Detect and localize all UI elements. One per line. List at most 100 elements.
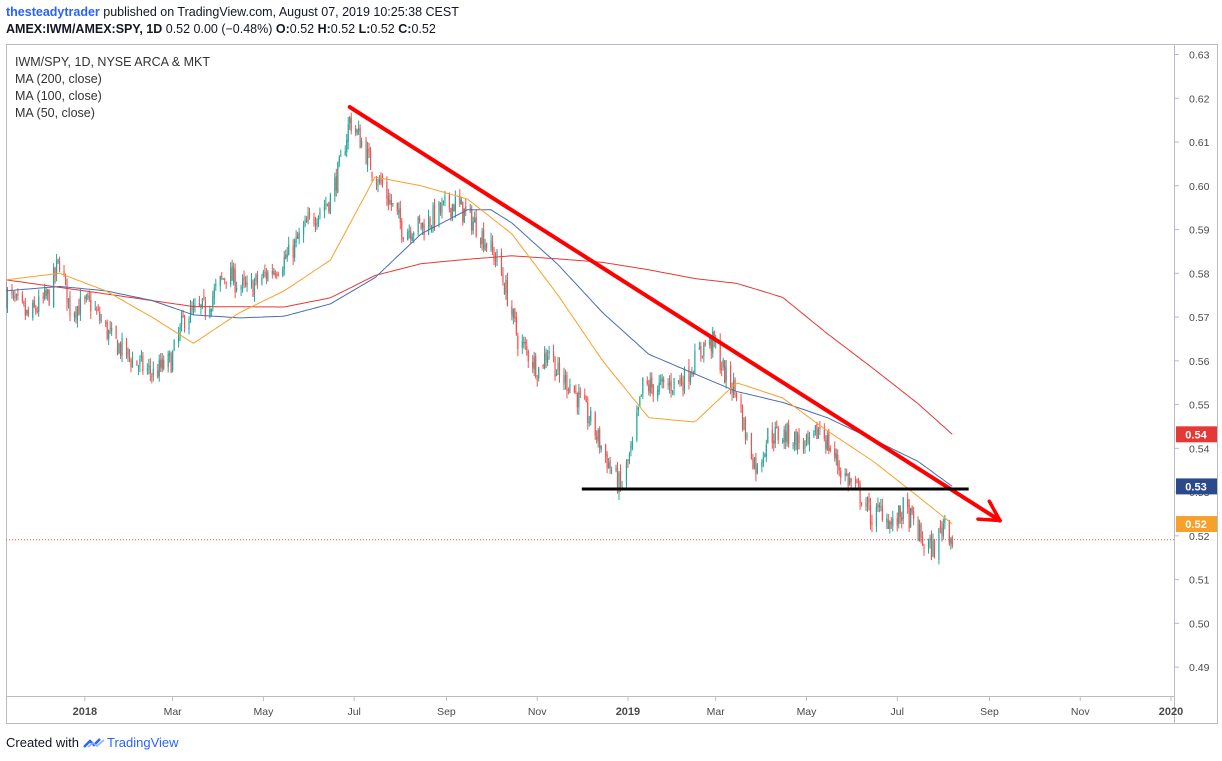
candles [6, 112, 953, 565]
candle-body [944, 518, 946, 524]
candle-body [490, 239, 492, 251]
candle-body [96, 310, 98, 312]
candle-body [896, 518, 898, 526]
price-label-ma50: 0.52 [1185, 519, 1206, 531]
candle-body [680, 378, 683, 385]
candle-body [746, 434, 748, 439]
candle-body [356, 129, 358, 135]
candle-body [264, 271, 266, 274]
candle-body [36, 311, 38, 313]
candle-body [828, 433, 830, 451]
candle-body [267, 271, 269, 281]
candle-body [610, 470, 613, 472]
candle-body [703, 342, 705, 356]
candle-body [849, 478, 851, 485]
tradingview-brand[interactable]: TradingView [106, 735, 179, 750]
candle-body [619, 470, 622, 485]
candle-body [378, 176, 381, 183]
candle-body [402, 237, 404, 240]
candle-body [307, 214, 309, 222]
candle-body [786, 423, 788, 443]
candle-body [451, 204, 453, 218]
candle-body [282, 269, 284, 276]
candle-body [814, 425, 817, 432]
candle-body [625, 462, 628, 484]
candle-body [42, 296, 44, 299]
candle-body [826, 435, 828, 450]
candle-body [752, 458, 754, 469]
candle-body [929, 537, 931, 543]
candle-body [694, 350, 696, 375]
candle-body [890, 522, 892, 525]
candle-body [219, 276, 221, 287]
candle-body [346, 139, 348, 152]
candle-body [210, 309, 212, 312]
candle-body [631, 441, 634, 448]
candle-body [542, 364, 544, 368]
candle-body [567, 389, 570, 391]
y-tick-label: 0.59 [1189, 225, 1210, 237]
candle-body [420, 222, 422, 229]
candle-body [161, 358, 163, 369]
candle-body [743, 418, 745, 431]
candle-body [907, 498, 909, 507]
candle-body [244, 281, 247, 285]
candle-body [48, 290, 50, 306]
candle-body [917, 519, 919, 541]
candle-body [941, 527, 943, 534]
candle-body [948, 520, 950, 544]
candle-body [253, 282, 256, 296]
candle-body [795, 430, 797, 451]
candle-body [679, 378, 681, 384]
candle-body [854, 479, 857, 484]
candle-body [730, 365, 732, 388]
candle-body [125, 338, 128, 358]
change-text: 0.52 0.00 (−0.48%) [162, 22, 276, 36]
candle-body [950, 538, 952, 544]
x-tick-label: 2019 [616, 706, 640, 718]
candle-body [701, 355, 703, 358]
candle-body [628, 454, 631, 461]
candle-body [240, 286, 242, 290]
candle-body [58, 261, 61, 271]
candle-body [179, 325, 181, 336]
candle-body [648, 384, 650, 392]
candle-body [651, 377, 653, 388]
publish-header: thesteadytrader published on TradingView… [6, 4, 459, 38]
candle-body [939, 525, 941, 529]
candle-body [57, 258, 59, 263]
candle-body [328, 202, 330, 212]
candle-body [313, 216, 315, 224]
candle-body [750, 433, 753, 459]
candle-body [317, 215, 320, 225]
candle-body [856, 481, 858, 483]
created-with-text: Created with [6, 735, 79, 750]
candle-body [755, 457, 757, 475]
candle-body [191, 307, 193, 310]
candle-body [55, 260, 58, 275]
candle-body [146, 368, 148, 370]
candle-body [788, 424, 790, 444]
candle-body [158, 359, 160, 377]
moving-averages [6, 176, 953, 525]
candle-body [683, 368, 686, 392]
author-link[interactable]: thesteadytrader [6, 5, 100, 19]
candle-body [546, 356, 549, 363]
high-label: H: [317, 22, 331, 36]
candle-body [719, 339, 721, 371]
ma200-line [6, 255, 953, 435]
candle-body [234, 269, 236, 293]
open-label: O: [275, 22, 290, 36]
candle-body [337, 162, 339, 193]
candle-body [14, 296, 16, 299]
low-label: L: [358, 22, 371, 36]
candle-body [584, 395, 586, 399]
candle-body [79, 296, 81, 314]
candle-body [835, 453, 837, 460]
candle-body [298, 232, 300, 239]
candle-body [881, 506, 883, 520]
candle-body [198, 302, 201, 306]
candle-body [483, 229, 485, 249]
candle-body [898, 505, 900, 524]
candle-body [390, 200, 392, 205]
